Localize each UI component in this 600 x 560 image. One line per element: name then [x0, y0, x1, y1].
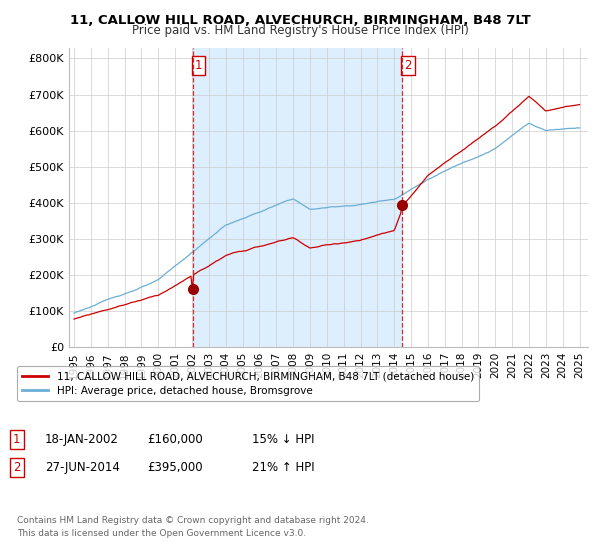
Text: £160,000: £160,000 [147, 433, 203, 446]
Legend: 11, CALLOW HILL ROAD, ALVECHURCH, BIRMINGHAM, B48 7LT (detached house), HPI: Ave: 11, CALLOW HILL ROAD, ALVECHURCH, BIRMIN… [17, 366, 479, 401]
Text: 1: 1 [194, 59, 202, 72]
Text: 1: 1 [13, 433, 20, 446]
Text: £395,000: £395,000 [147, 461, 203, 474]
Text: 21% ↑ HPI: 21% ↑ HPI [252, 461, 314, 474]
Text: Contains HM Land Registry data © Crown copyright and database right 2024.
This d: Contains HM Land Registry data © Crown c… [17, 516, 368, 538]
Text: 2: 2 [404, 59, 412, 72]
Text: Price paid vs. HM Land Registry's House Price Index (HPI): Price paid vs. HM Land Registry's House … [131, 24, 469, 37]
Text: 15% ↓ HPI: 15% ↓ HPI [252, 433, 314, 446]
Bar [193, 48, 403, 347]
Text: 11, CALLOW HILL ROAD, ALVECHURCH, BIRMINGHAM, B48 7LT: 11, CALLOW HILL ROAD, ALVECHURCH, BIRMIN… [70, 14, 530, 27]
Text: 2: 2 [13, 461, 20, 474]
Text: 27-JUN-2014: 27-JUN-2014 [45, 461, 120, 474]
Text: 18-JAN-2002: 18-JAN-2002 [45, 433, 119, 446]
